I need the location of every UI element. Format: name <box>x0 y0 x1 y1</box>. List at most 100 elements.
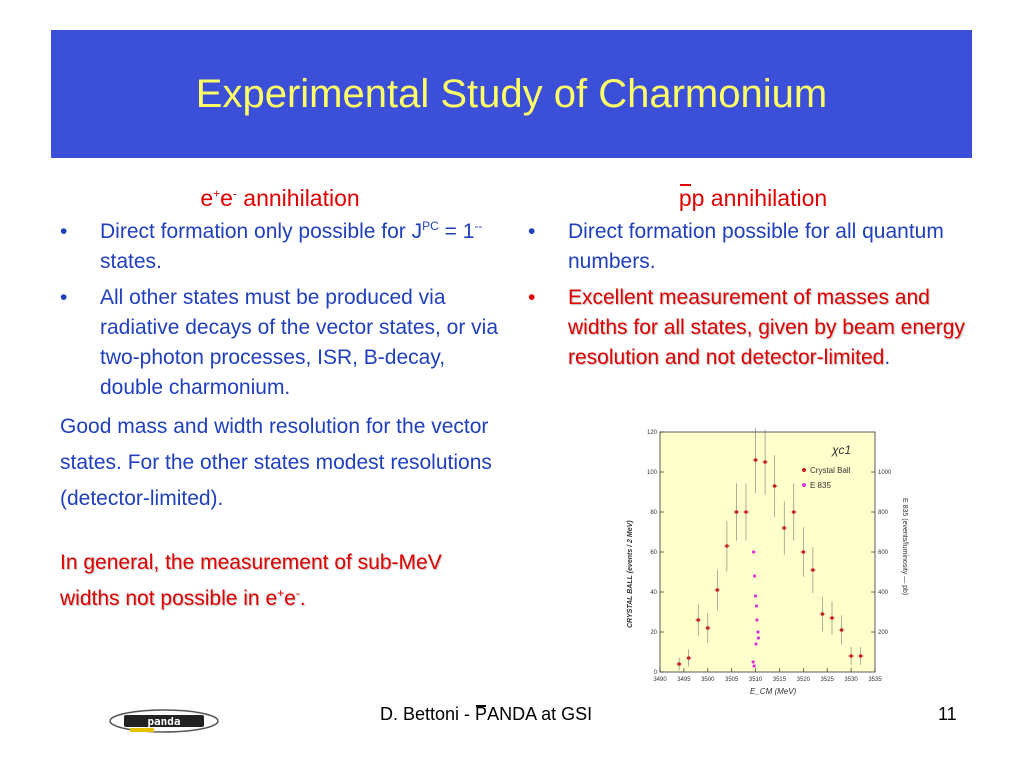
plot-label: χc1 <box>831 443 851 457</box>
red-sup: + <box>277 586 285 600</box>
crystal-ball-point <box>791 510 796 514</box>
e835-point <box>755 618 759 622</box>
y-tick-label-left: 120 <box>647 430 658 436</box>
crystal-ball-point <box>858 654 863 658</box>
crystal-ball-point <box>772 484 777 488</box>
chi-c1-plot: 3490 3495 3500 3505 3510 3515 3520 3525 3530 3535… <box>627 428 908 696</box>
x-tick-label: 3525 <box>821 677 835 683</box>
e835-point <box>754 604 759 608</box>
x-axis-label: E_CM (MeV) <box>750 687 797 696</box>
logo-text: panda <box>147 715 180 728</box>
bullet-sup: PC <box>422 219 439 233</box>
paragraph: Good mass and width resolution for the v… <box>60 415 492 510</box>
legend-marker-e835 <box>802 483 806 487</box>
title-bar: Experimental Study of Charmonium <box>51 30 972 158</box>
y-tick-label-left: 40 <box>650 590 657 596</box>
crystal-ball-point <box>677 662 681 666</box>
x-tick-label: 3495 <box>677 677 691 683</box>
legend-marker-crystal-ball <box>802 468 806 472</box>
bullet-text: = 1 <box>438 220 475 243</box>
right-column: pp annihilation • Direct formation possib… <box>528 183 978 379</box>
x-tick-label: 3505 <box>725 677 739 683</box>
y-tick-label-right: 1000 <box>878 470 892 476</box>
legend-e835: E 835 <box>810 481 831 490</box>
y-tick-label-right: 200 <box>878 630 889 636</box>
bullet-icon: • <box>60 220 68 243</box>
x-tick-label: 3530 <box>844 677 858 683</box>
crystal-ball-point <box>725 544 729 548</box>
e835-series <box>751 550 761 668</box>
x-tick-label: 3500 <box>701 677 715 683</box>
x-tick-label: 3515 <box>773 677 787 683</box>
bullet-text: Direct formation only possible for J <box>100 220 423 243</box>
e835-point <box>752 550 756 554</box>
bullet-text: Excellent measurement of masses and widt… <box>568 286 965 369</box>
x-tick-label: 3535 <box>868 677 882 683</box>
crystal-ball-point <box>686 656 691 660</box>
right-heading: pp annihilation <box>528 183 978 213</box>
y-tick-label-right: 800 <box>878 510 889 516</box>
footer-text: D. Bettoni - PANDA at GSI <box>380 704 592 734</box>
bullet-text: Direct formation possible for all quantu… <box>568 220 944 273</box>
bullet-sup: -- <box>474 219 483 233</box>
footer-part: D. Bettoni - <box>380 704 476 724</box>
crystal-ball-point <box>839 628 844 632</box>
page-number: 11 <box>938 704 957 724</box>
crystal-ball-point <box>715 588 720 592</box>
red-text: In general, the measurement of sub-MeV w… <box>60 551 442 610</box>
e835-point <box>756 630 760 634</box>
e835-point <box>756 636 761 640</box>
red-text: . <box>299 587 306 610</box>
crystal-ball-point <box>753 458 758 462</box>
heading-text: e <box>200 185 214 211</box>
footer-part: P <box>475 704 488 724</box>
left-bullet-list: • Direct formation only possible for JPC … <box>60 217 500 403</box>
x-tick-label: 3510 <box>749 677 763 683</box>
red-statement: In general, the measurement of sub-MeV w… <box>60 545 500 617</box>
right-bullet-list: • Direct formation possible for all quant… <box>528 217 978 373</box>
bullet-icon: • <box>528 220 536 243</box>
crystal-ball-point <box>849 654 853 658</box>
heading-sup: - <box>232 186 237 201</box>
y-tick-label-right: 600 <box>878 550 889 556</box>
crystal-ball-point <box>705 626 710 630</box>
y-tick-label-left: 60 <box>650 550 657 556</box>
y-tick-label-left: 80 <box>650 510 657 516</box>
x-tick-label: 3520 <box>797 677 811 683</box>
y-ticks-right: 200 400 600 800 1000 <box>871 470 892 636</box>
list-item: • All other states must be produced via r… <box>60 283 500 403</box>
y-axis-label-right: E 835 (events/luminosity — pb) <box>901 498 908 595</box>
y-axis-label-left: CRYSTAL BALL (events / 2 MeV) <box>627 520 634 628</box>
crystal-ball-series <box>676 428 864 671</box>
bullet-text: All other states must be produced via ra… <box>100 286 499 399</box>
x-ticks: 3490 3495 3500 3505 3510 3515 3520 3525 3530 3535 <box>653 668 882 683</box>
heading-text: p <box>678 184 692 211</box>
list-item: • Direct formation possible for all quant… <box>528 217 978 277</box>
e835-point <box>754 642 758 646</box>
crystal-ball-point <box>763 460 767 464</box>
e835-point <box>753 594 758 598</box>
heading-text: e <box>220 185 233 211</box>
bullet-icon: • <box>60 286 68 309</box>
left-column: e+e- annihilation • Direct formation only… <box>60 183 500 623</box>
crystal-ball-point <box>801 550 806 554</box>
bullet-text: states. <box>100 250 162 273</box>
crystal-ball-point <box>811 568 815 572</box>
crystal-ball-point <box>734 510 739 514</box>
heading-sup: + <box>213 186 221 201</box>
bullet-icon: • <box>528 286 536 309</box>
list-item: • Direct formation only possible for JPC … <box>60 217 500 277</box>
crystal-ball-point <box>782 526 787 530</box>
panda-logo: panda <box>109 709 219 733</box>
list-item: • Excellent measurement of masses and wid… <box>528 283 978 373</box>
heading-text: p annihilation <box>691 185 828 211</box>
legend-crystal-ball: Crystal Ball <box>810 466 851 475</box>
crystal-ball-point <box>830 616 834 620</box>
left-heading: e+e- annihilation <box>60 183 500 213</box>
e835-point <box>752 664 756 668</box>
plot-background <box>660 432 875 672</box>
crystal-ball-point <box>820 612 825 616</box>
heading-text: annihilation <box>236 185 360 211</box>
red-sup: - <box>295 586 300 600</box>
crystal-ball-point <box>744 510 748 514</box>
